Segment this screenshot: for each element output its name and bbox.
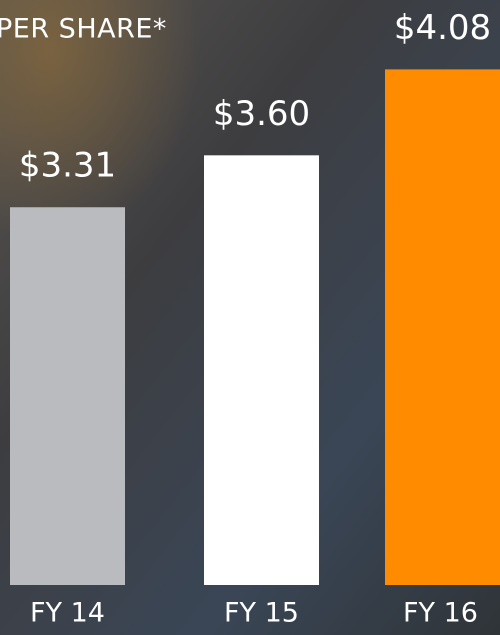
x-tick-label: FY 16	[403, 598, 478, 629]
bar	[10, 207, 125, 585]
bar	[204, 155, 319, 586]
x-tick-label: FY 15	[224, 598, 299, 629]
x-tick-label: FY 14	[30, 598, 105, 629]
bar	[385, 69, 500, 586]
value-label: $3.60	[213, 94, 310, 134]
chart-title: PER SHARE*	[0, 14, 167, 45]
value-label: $4.08	[394, 8, 491, 48]
value-label: $3.31	[19, 146, 116, 186]
